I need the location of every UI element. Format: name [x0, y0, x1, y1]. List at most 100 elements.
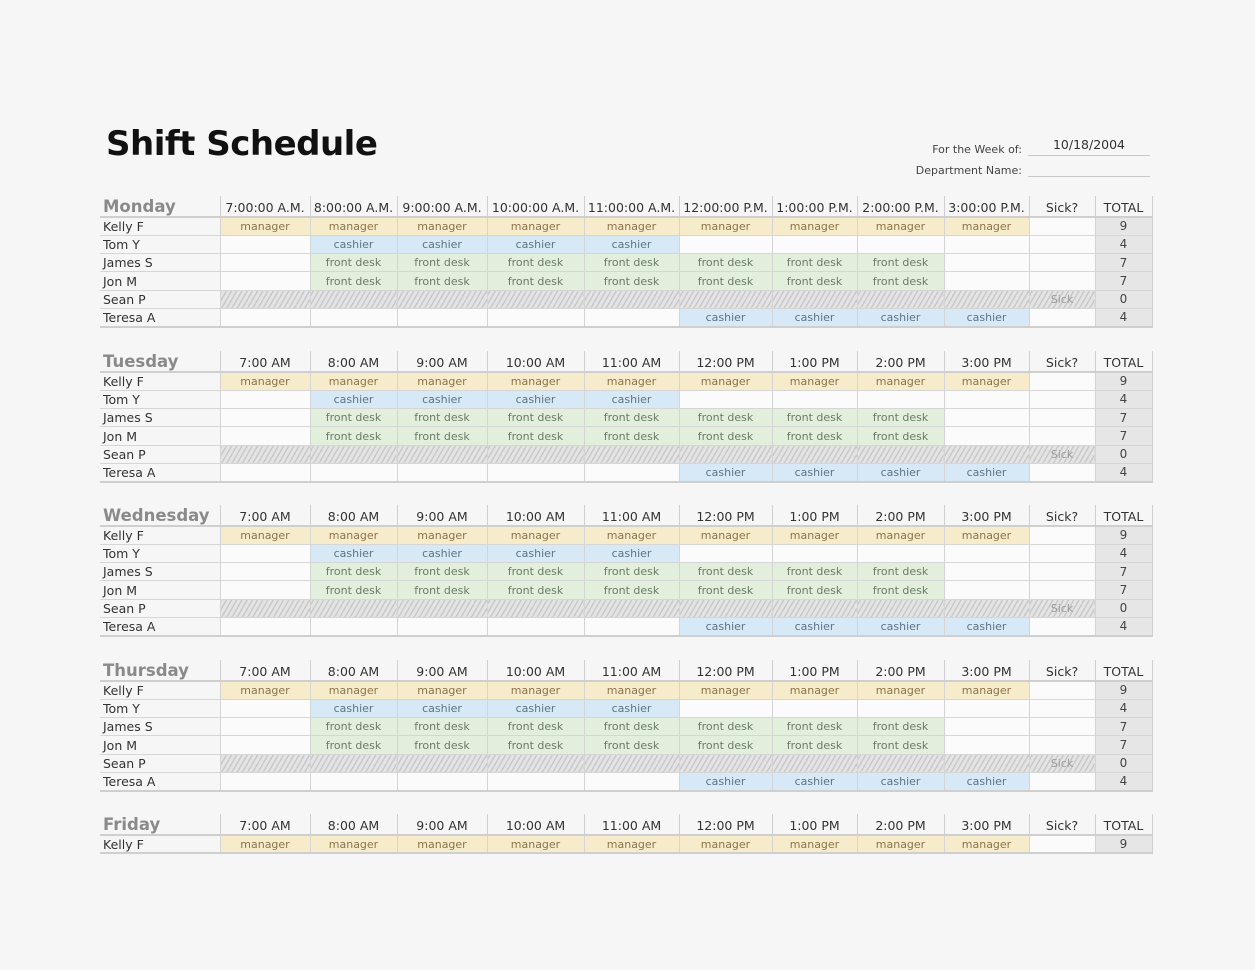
- shift-cell[interactable]: cashier: [771, 617, 857, 637]
- shift-cell[interactable]: [678, 599, 772, 618]
- shift-cell[interactable]: [396, 599, 487, 618]
- shift-cell[interactable]: front desk: [678, 253, 772, 273]
- shift-cell[interactable]: cashier: [678, 463, 772, 483]
- sick-cell[interactable]: [1028, 235, 1095, 255]
- shift-cell[interactable]: front desk: [396, 426, 487, 446]
- shift-cell[interactable]: manager: [771, 526, 857, 545]
- sick-cell[interactable]: Sick: [1028, 599, 1095, 618]
- shift-cell[interactable]: front desk: [856, 271, 944, 291]
- shift-cell[interactable]: [678, 290, 772, 309]
- shift-cell[interactable]: manager: [219, 835, 310, 855]
- shift-cell[interactable]: [396, 617, 487, 637]
- shift-cell[interactable]: [771, 290, 857, 309]
- shift-cell[interactable]: cashier: [583, 544, 679, 564]
- shift-cell[interactable]: front desk: [396, 735, 487, 755]
- shift-cell[interactable]: front desk: [771, 580, 857, 600]
- shift-cell[interactable]: [309, 772, 397, 792]
- shift-cell[interactable]: front desk: [309, 253, 397, 273]
- sick-cell[interactable]: [1028, 617, 1095, 637]
- shift-cell[interactable]: [486, 308, 584, 328]
- shift-cell[interactable]: manager: [309, 372, 397, 391]
- shift-cell[interactable]: cashier: [943, 617, 1029, 637]
- shift-cell[interactable]: manager: [771, 372, 857, 391]
- shift-cell[interactable]: [309, 308, 397, 328]
- shift-cell[interactable]: [486, 599, 584, 618]
- shift-cell[interactable]: [583, 445, 679, 464]
- shift-cell[interactable]: [219, 754, 310, 773]
- shift-cell[interactable]: cashier: [583, 699, 679, 719]
- shift-cell[interactable]: [943, 235, 1029, 255]
- shift-cell[interactable]: manager: [771, 835, 857, 855]
- shift-cell[interactable]: cashier: [396, 699, 487, 719]
- shift-cell[interactable]: front desk: [309, 271, 397, 291]
- shift-cell[interactable]: [486, 445, 584, 464]
- shift-cell[interactable]: [219, 271, 310, 291]
- shift-cell[interactable]: front desk: [583, 735, 679, 755]
- shift-cell[interactable]: manager: [309, 835, 397, 855]
- shift-cell[interactable]: cashier: [943, 463, 1029, 483]
- shift-cell[interactable]: [771, 544, 857, 564]
- shift-cell[interactable]: cashier: [943, 772, 1029, 792]
- shift-cell[interactable]: cashier: [943, 308, 1029, 328]
- shift-cell[interactable]: manager: [219, 526, 310, 545]
- shift-cell[interactable]: manager: [678, 372, 772, 391]
- shift-cell[interactable]: [943, 754, 1029, 773]
- shift-cell[interactable]: front desk: [309, 580, 397, 600]
- shift-cell[interactable]: [309, 445, 397, 464]
- shift-cell[interactable]: cashier: [486, 390, 584, 410]
- shift-cell[interactable]: cashier: [583, 390, 679, 410]
- shift-cell[interactable]: manager: [396, 217, 487, 236]
- sick-cell[interactable]: [1028, 253, 1095, 273]
- shift-cell[interactable]: [219, 408, 310, 428]
- shift-cell[interactable]: front desk: [309, 717, 397, 737]
- shift-cell[interactable]: [856, 599, 944, 618]
- shift-cell[interactable]: front desk: [309, 426, 397, 446]
- sick-cell[interactable]: [1028, 717, 1095, 737]
- shift-cell[interactable]: [943, 445, 1029, 464]
- shift-cell[interactable]: cashier: [771, 772, 857, 792]
- shift-cell[interactable]: [219, 617, 310, 637]
- shift-cell[interactable]: front desk: [486, 717, 584, 737]
- shift-cell[interactable]: front desk: [396, 562, 487, 582]
- shift-cell[interactable]: manager: [943, 835, 1029, 855]
- shift-cell[interactable]: front desk: [678, 562, 772, 582]
- shift-cell[interactable]: [219, 445, 310, 464]
- shift-cell[interactable]: [678, 699, 772, 719]
- shift-cell[interactable]: [309, 617, 397, 637]
- shift-cell[interactable]: front desk: [486, 735, 584, 755]
- shift-cell[interactable]: front desk: [396, 253, 487, 273]
- shift-cell[interactable]: [486, 754, 584, 773]
- shift-cell[interactable]: [219, 463, 310, 483]
- shift-cell[interactable]: front desk: [583, 253, 679, 273]
- shift-cell[interactable]: front desk: [309, 408, 397, 428]
- shift-cell[interactable]: [219, 735, 310, 755]
- shift-cell[interactable]: front desk: [856, 735, 944, 755]
- shift-cell[interactable]: manager: [309, 526, 397, 545]
- shift-cell[interactable]: front desk: [771, 735, 857, 755]
- shift-cell[interactable]: cashier: [309, 235, 397, 255]
- shift-cell[interactable]: [219, 235, 310, 255]
- shift-cell[interactable]: [856, 544, 944, 564]
- shift-cell[interactable]: manager: [856, 372, 944, 391]
- shift-cell[interactable]: [396, 463, 487, 483]
- sick-cell[interactable]: [1028, 580, 1095, 600]
- shift-cell[interactable]: cashier: [396, 235, 487, 255]
- sick-cell[interactable]: [1028, 463, 1095, 483]
- shift-cell[interactable]: [396, 308, 487, 328]
- shift-cell[interactable]: [943, 544, 1029, 564]
- shift-cell[interactable]: [678, 235, 772, 255]
- shift-cell[interactable]: [583, 463, 679, 483]
- shift-cell[interactable]: front desk: [583, 426, 679, 446]
- shift-cell[interactable]: [396, 754, 487, 773]
- shift-cell[interactable]: front desk: [856, 562, 944, 582]
- shift-cell[interactable]: manager: [943, 372, 1029, 391]
- shift-cell[interactable]: [219, 772, 310, 792]
- shift-cell[interactable]: front desk: [486, 426, 584, 446]
- shift-cell[interactable]: manager: [856, 217, 944, 236]
- shift-cell[interactable]: [943, 390, 1029, 410]
- shift-cell[interactable]: [856, 290, 944, 309]
- shift-cell[interactable]: [678, 754, 772, 773]
- shift-cell[interactable]: [678, 445, 772, 464]
- shift-cell[interactable]: front desk: [678, 408, 772, 428]
- shift-cell[interactable]: cashier: [856, 772, 944, 792]
